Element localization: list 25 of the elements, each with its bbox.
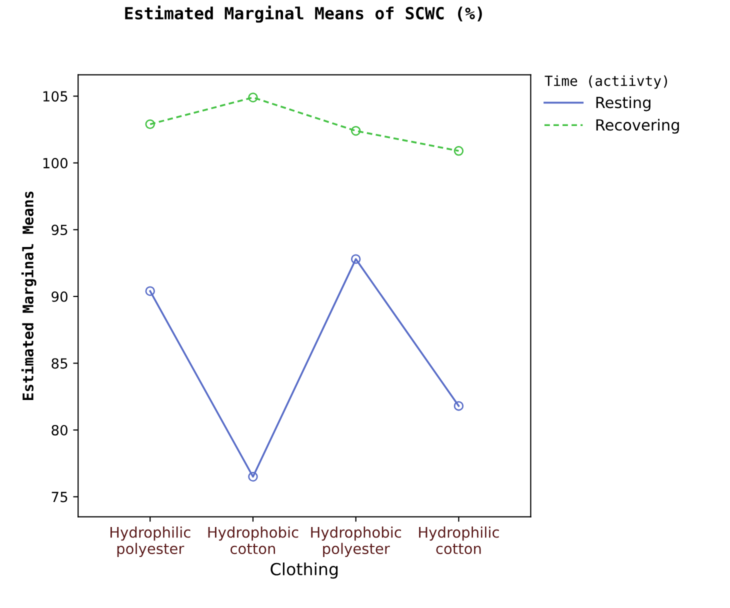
point xyxy=(350,254,361,264)
y-tick-label: 90 xyxy=(52,291,68,302)
x-tick-label: Hydrophobic polyester xyxy=(311,526,402,557)
point xyxy=(145,119,155,130)
point xyxy=(145,286,155,296)
y-tick-label: 80 xyxy=(52,424,68,436)
y-tick-label: 85 xyxy=(52,358,68,369)
point xyxy=(248,472,258,482)
y-tick-label: 95 xyxy=(52,224,68,236)
x-tick-label: Hydrophilic polyester xyxy=(110,526,190,557)
point xyxy=(454,401,464,411)
point xyxy=(350,126,361,136)
point xyxy=(248,92,258,102)
x-axis-title: Clothing xyxy=(270,562,338,579)
legend-label: Recovering xyxy=(596,118,679,134)
legend-title: Time (actiivty) xyxy=(544,75,667,89)
x-tick-label: Hydrophilic cotton xyxy=(419,526,499,554)
x-tick-label: Hydrophobic cotton xyxy=(208,526,298,554)
point xyxy=(454,146,464,156)
y-tick-label: 75 xyxy=(52,492,68,502)
y-axis-title: Estimated Marginal Means xyxy=(21,192,36,400)
chart-title: Estimated Marginal Means of SCWC (%) xyxy=(125,6,482,23)
y-tick-label: 100 xyxy=(43,158,68,168)
legend-label: Resting xyxy=(596,96,650,112)
y-tick-label: 105 xyxy=(43,91,68,102)
